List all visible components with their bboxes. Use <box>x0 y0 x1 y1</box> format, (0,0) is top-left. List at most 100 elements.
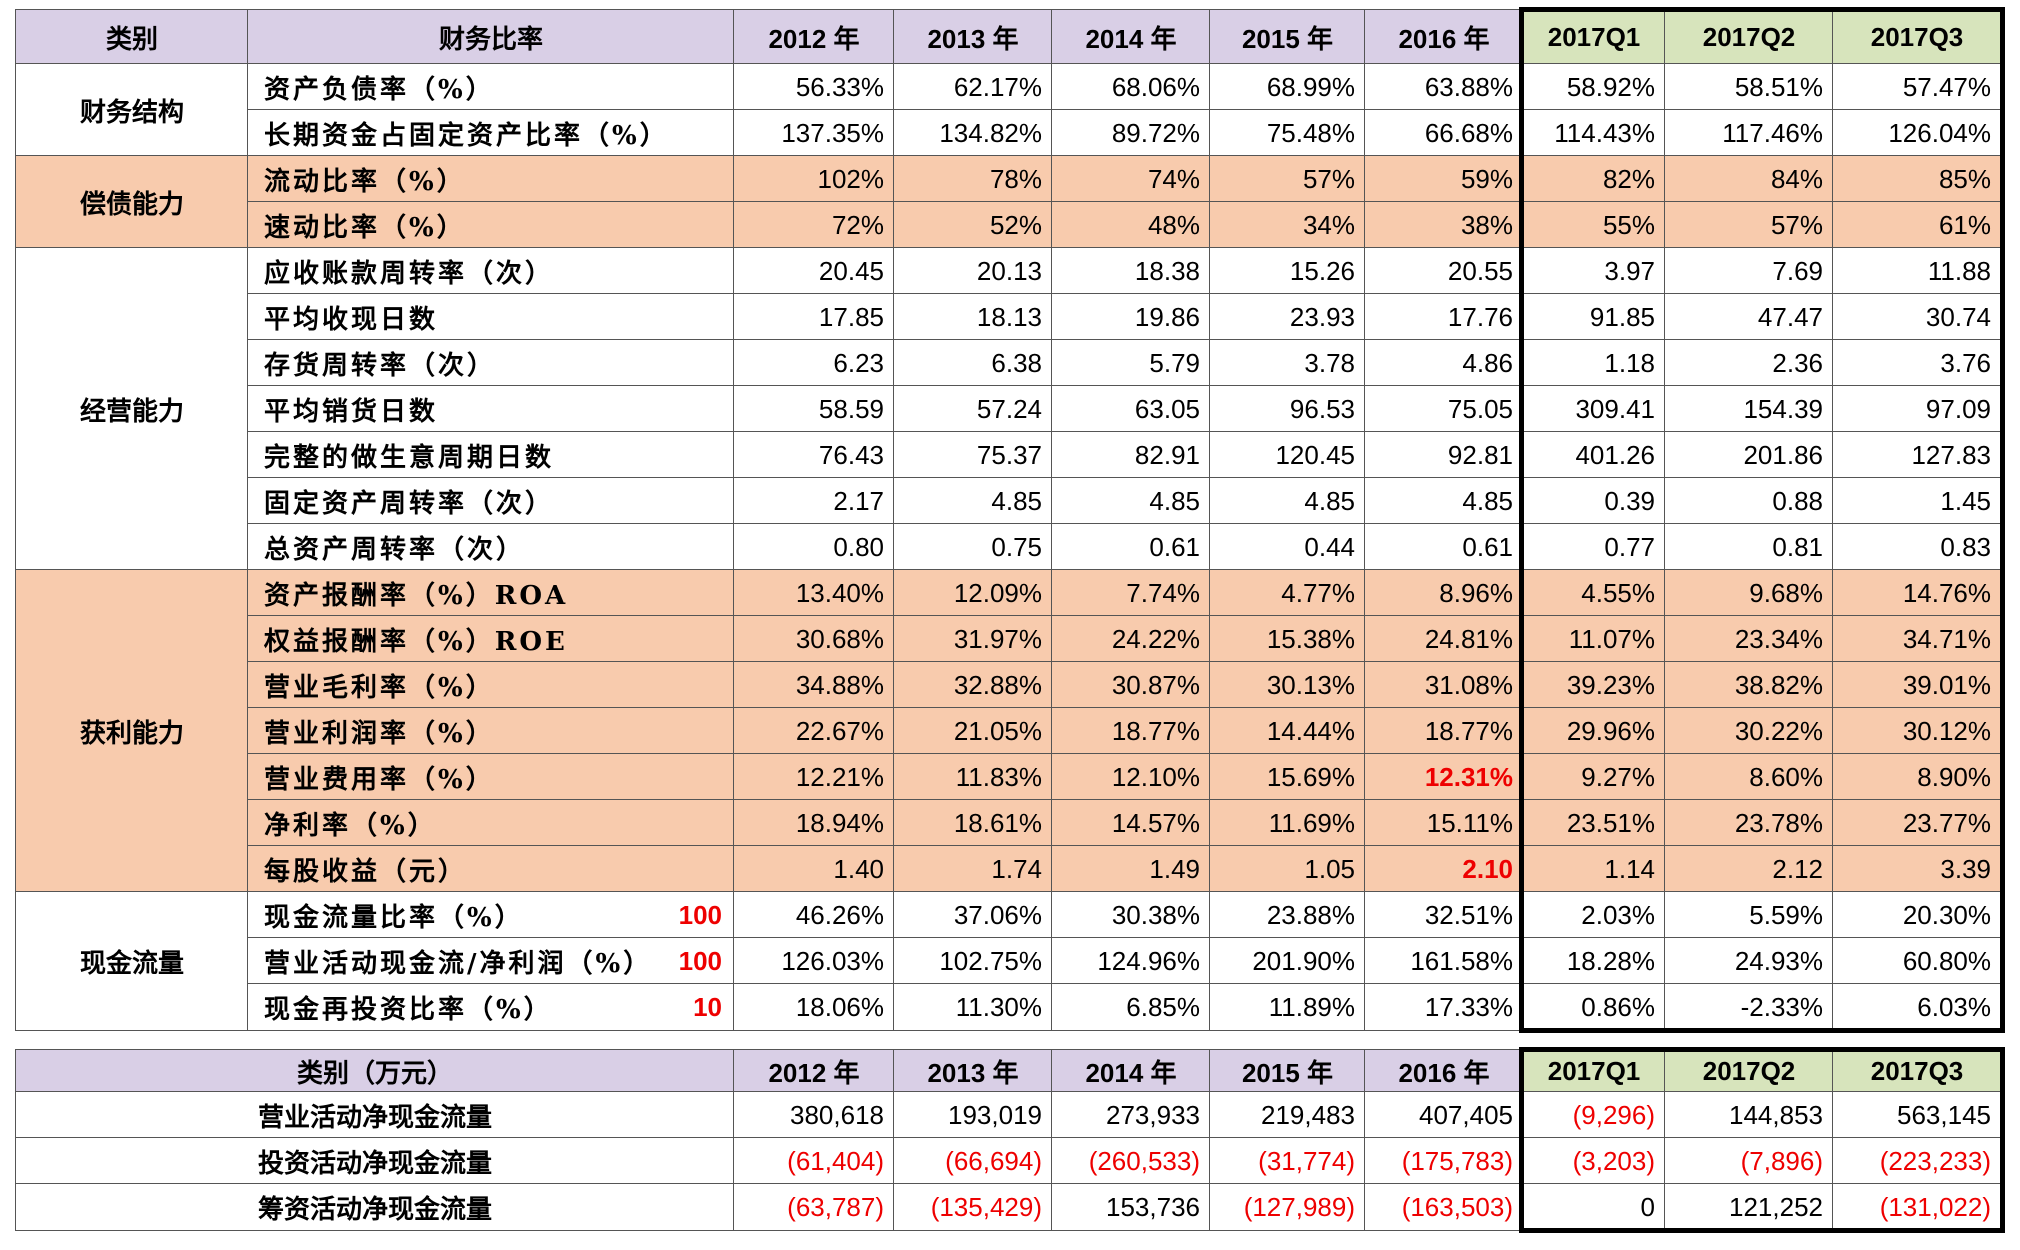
cell-text: 4.77% <box>1281 577 1355 608</box>
cell-text: 11.07% <box>1568 623 1655 654</box>
value-cell: 7.74% <box>1051 569 1211 617</box>
cell-text: 201.86 <box>1743 439 1823 470</box>
cell-text: 12.10% <box>1111 761 1200 792</box>
cell-text: 0.81 <box>1772 531 1823 562</box>
value-cell: 56.33% <box>733 63 895 111</box>
value-cell: 30.68% <box>733 615 895 663</box>
cell-text: 82.91 <box>1134 439 1200 470</box>
cell-text: 39.23% <box>1566 669 1655 700</box>
cell-text: (127,989) <box>1243 1191 1355 1222</box>
value-cell: 61% <box>1832 201 2002 249</box>
value-cell: 24.81% <box>1364 615 1524 663</box>
value-cell: 75.48% <box>1209 109 1366 157</box>
cell-text: (66,694) <box>945 1145 1042 1176</box>
cell-text: 完整的做生意周期日数 <box>264 442 555 473</box>
cell-text: 31.97% <box>953 623 1042 654</box>
value-cell: 6.03% <box>1832 983 2002 1031</box>
category-cell: 经营能力 <box>15 247 249 571</box>
value-cell: 9.27% <box>1522 753 1666 801</box>
value-cell: 6.85% <box>1051 983 1211 1031</box>
cell-text: 126.04% <box>1888 117 1991 148</box>
value-cell: 1.49 <box>1051 845 1211 893</box>
cell-text: 120.45 <box>1275 439 1355 470</box>
cell-text: 9.27% <box>1581 761 1655 792</box>
cell-text: 30.12% <box>1902 715 1991 746</box>
cell-text: 380,618 <box>790 1099 884 1130</box>
cell-text: 0.75 <box>991 531 1042 562</box>
cell-text: 4.85 <box>991 485 1042 516</box>
cell-text: 59% <box>1460 163 1513 194</box>
cell-text: 30.74 <box>1925 301 1991 332</box>
cell-text: 现金流量 <box>79 948 184 979</box>
value-cell: 8.60% <box>1664 753 1834 801</box>
cell-text: 63.88% <box>1424 71 1513 102</box>
value-cell: 18.13 <box>893 293 1053 341</box>
row-label: 净利率（%） <box>247 799 735 847</box>
value-cell: 8.90% <box>1832 753 2002 801</box>
value-cell: 201.86 <box>1664 431 1834 479</box>
value-cell: 96.53 <box>1209 385 1366 433</box>
cell-text: 76.43 <box>818 439 884 470</box>
cell-text: 57% <box>1302 163 1355 194</box>
value-cell: 4.85 <box>1051 477 1211 525</box>
header-cell: 2016 年 <box>1364 1049 1524 1093</box>
cell-text: 153,736 <box>1106 1191 1200 1222</box>
value-cell: 57.47% <box>1832 63 2002 111</box>
cell-text: 4.86 <box>1462 347 1513 378</box>
cell-text: (7,896) <box>1740 1145 1823 1176</box>
value-cell: 7.69 <box>1664 247 1834 295</box>
cell-text: 流动比率（%） <box>264 166 466 197</box>
cell-text: 48% <box>1147 209 1200 240</box>
cell-text: 39.01% <box>1902 669 1991 700</box>
cell-text: 7.74% <box>1126 577 1200 608</box>
cell-text: 平均销货日数 <box>264 396 439 427</box>
cell-text: 类别（万元） <box>296 1058 453 1089</box>
value-cell: (7,896) <box>1664 1137 1834 1185</box>
cell-text: 134.82% <box>939 117 1042 148</box>
cell-text: 23.77% <box>1902 807 1991 838</box>
value-cell: 11.07% <box>1522 615 1666 663</box>
value-cell: (223,233) <box>1832 1137 2002 1185</box>
value-cell: 34.88% <box>733 661 895 709</box>
cell-text: 应收账款周转率（次） <box>264 258 555 289</box>
value-cell: 15.69% <box>1209 753 1366 801</box>
value-cell: 22.67% <box>733 707 895 755</box>
cell-text: 1.49 <box>1149 853 1200 884</box>
cell-text: 2.03% <box>1581 899 1655 930</box>
value-cell: 309.41 <box>1522 385 1666 433</box>
value-cell: 127.83 <box>1832 431 2002 479</box>
cell-text: 102% <box>817 163 885 194</box>
value-cell: 57% <box>1664 201 1834 249</box>
cell-text: 资产报酬率（%）ROA <box>264 580 569 611</box>
cell-text: 1.74 <box>991 853 1042 884</box>
value-cell: 74% <box>1051 155 1211 203</box>
cell-text: 58.59 <box>818 393 884 424</box>
header-cell: 2016 年 <box>1364 9 1524 65</box>
cell-text: 58.92% <box>1566 71 1655 102</box>
value-cell: 18.77% <box>1051 707 1211 755</box>
value-cell: 1.74 <box>893 845 1053 893</box>
cell-text: 获利能力 <box>79 718 184 749</box>
cell-text: 29.96% <box>1566 715 1655 746</box>
value-cell: 1.40 <box>733 845 895 893</box>
cell-text: 1.40 <box>833 853 884 884</box>
cell-text: (9,296) <box>1572 1099 1655 1130</box>
header-cell: 类别（万元） <box>15 1049 735 1093</box>
cell-text: 2016 年 <box>1398 23 1490 54</box>
cell-text: 193,019 <box>948 1099 1042 1130</box>
value-cell: 23.77% <box>1832 799 2002 847</box>
value-cell: 13.40% <box>733 569 895 617</box>
cell-text: 78% <box>989 163 1042 194</box>
cell-text: (3,203) <box>1572 1145 1655 1176</box>
header-cell: 2017Q1 <box>1522 9 1666 65</box>
cell-text: 2.12 <box>1772 853 1823 884</box>
value-cell: 14.44% <box>1209 707 1366 755</box>
value-cell: 62.17% <box>893 63 1053 111</box>
value-cell: 46.26% <box>733 891 895 939</box>
value-cell: (66,694) <box>893 1137 1053 1185</box>
value-cell: 407,405 <box>1364 1091 1524 1139</box>
cell-text: (223,233) <box>1879 1145 1991 1176</box>
cell-text: 5.59% <box>1749 899 1823 930</box>
value-cell: 563,145 <box>1832 1091 2002 1139</box>
cell-text: 38.82% <box>1734 669 1823 700</box>
